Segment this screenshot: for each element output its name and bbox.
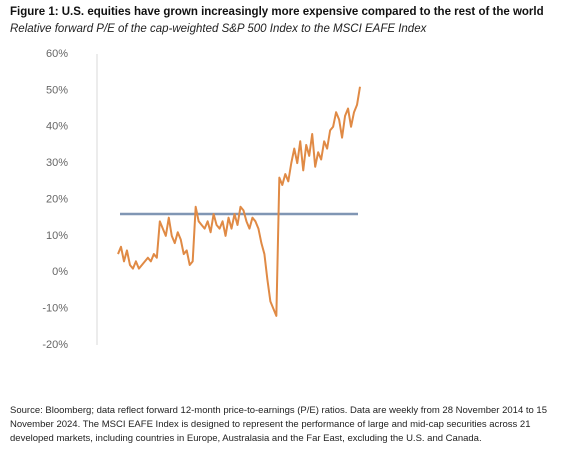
y-tick-label: 10% xyxy=(46,230,68,242)
y-tick-label: -10% xyxy=(42,303,68,315)
y-tick-label: 50% xyxy=(46,84,68,96)
y-tick-label: 60% xyxy=(46,48,68,60)
y-tick-label: 0% xyxy=(52,266,68,278)
y-tick-label: 30% xyxy=(46,157,68,169)
chart-subtitle: Relative forward P/E of the cap-weighted… xyxy=(10,23,427,35)
chart: -20% -10% 0% 10% 20% 30% 40% 50% 60% xyxy=(42,48,361,351)
y-tick-label: 20% xyxy=(46,193,68,205)
y-tick-label: 40% xyxy=(46,121,68,133)
source-note: Source: Bloomberg; data reflect forward … xyxy=(10,405,548,444)
y-tick-label: -20% xyxy=(42,339,68,351)
chart-title: Figure 1: U.S. equities have grown incre… xyxy=(10,6,544,18)
data-line xyxy=(117,86,361,317)
